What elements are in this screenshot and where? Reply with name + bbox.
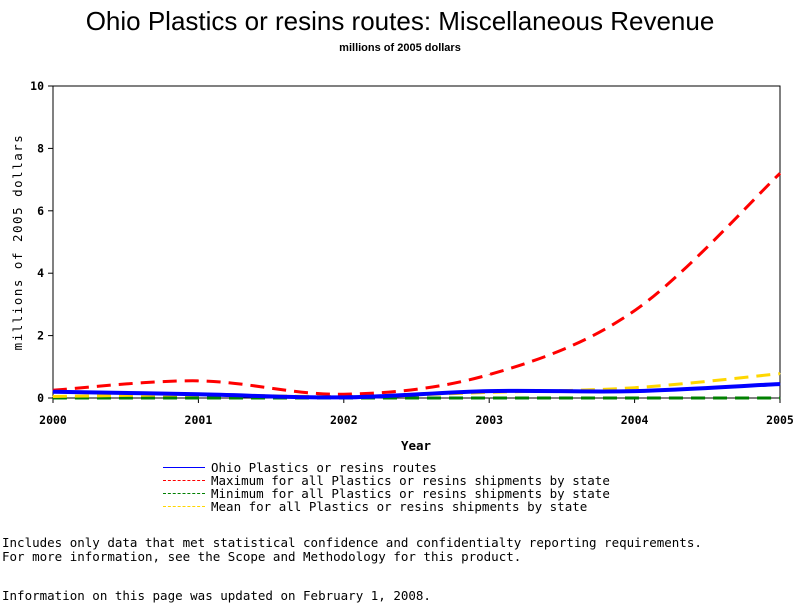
legend-label: Maximum for all Plastics or resins shipm… [211,473,610,488]
data-point [52,391,54,393]
legend-swatch [163,493,205,494]
y-tick-label: 6 [37,204,44,218]
legend-swatch [163,506,205,507]
y-tick-label: 8 [37,141,44,155]
legend-item: Maximum for all Plastics or resins shipm… [163,473,610,488]
chart-series [52,172,782,400]
chart-subtitle: millions of 2005 dollars [339,42,461,54]
data-point [488,397,490,399]
x-tick-label: 2004 [621,413,649,427]
x-tick-label: 2005 [766,413,794,427]
y-tick-label: 10 [30,79,44,93]
series-line-0 [52,381,781,400]
updated-note: Information on this page was updated on … [2,588,431,603]
data-point [634,397,636,399]
data-point [779,373,781,375]
legend-swatch [163,467,205,468]
chart-title: Ohio Plastics or resins routes: Miscella… [85,6,715,36]
y-tick-label: 0 [37,391,44,405]
data-point [488,390,490,392]
y-axis-label: millions of 2005 dollars [10,134,25,351]
x-tick-label: 2002 [330,413,358,427]
legend-label: Ohio Plastics or resins routes [211,460,437,475]
legend-item: Ohio Plastics or resins routes [163,460,610,475]
legend-swatch [163,480,205,481]
data-point [779,172,781,174]
x-tick-label: 2001 [185,413,213,427]
data-point [343,393,345,395]
footnote-line-2: For more information, see the Scope and … [2,548,522,564]
x-tick-label: 2000 [39,413,67,427]
data-point [634,310,636,312]
y-tick-label: 4 [37,266,44,280]
data-point [488,374,490,376]
series-line-1 [52,172,782,396]
data-point [52,395,54,397]
line-chart: 0 2 4 6 8 10 2000 2001 2002 2003 2004 2005 Year mil… [10,79,794,453]
y-tick-label: 2 [37,329,44,343]
data-point [343,396,345,398]
data-point [779,383,781,385]
legend-label: Minimum for all Plastics or resins shipm… [211,486,610,501]
footnote: Includes only data that met statistical … [2,536,702,563]
data-point [197,397,199,399]
x-axis-label: Year [401,438,432,453]
data-point [779,397,781,399]
data-point [197,393,199,395]
legend-item: Minimum for all Plastics or resins shipm… [163,486,610,501]
legend-item: Mean for all Plastics or resins shipment… [163,499,610,514]
chart-axes: 0 2 4 6 8 10 2000 2001 2002 2003 2004 2005 [30,79,794,427]
legend-label: Mean for all Plastics or resins shipment… [211,499,588,514]
footnote-line-1: Includes only data that met statistical … [2,535,702,550]
data-point [197,380,199,382]
data-point [634,387,636,389]
chart-legend: Ohio Plastics or resins routes Maximum fo… [163,460,610,514]
x-tick-label: 2003 [475,413,503,427]
data-point [634,390,636,392]
plot-frame [52,85,781,399]
